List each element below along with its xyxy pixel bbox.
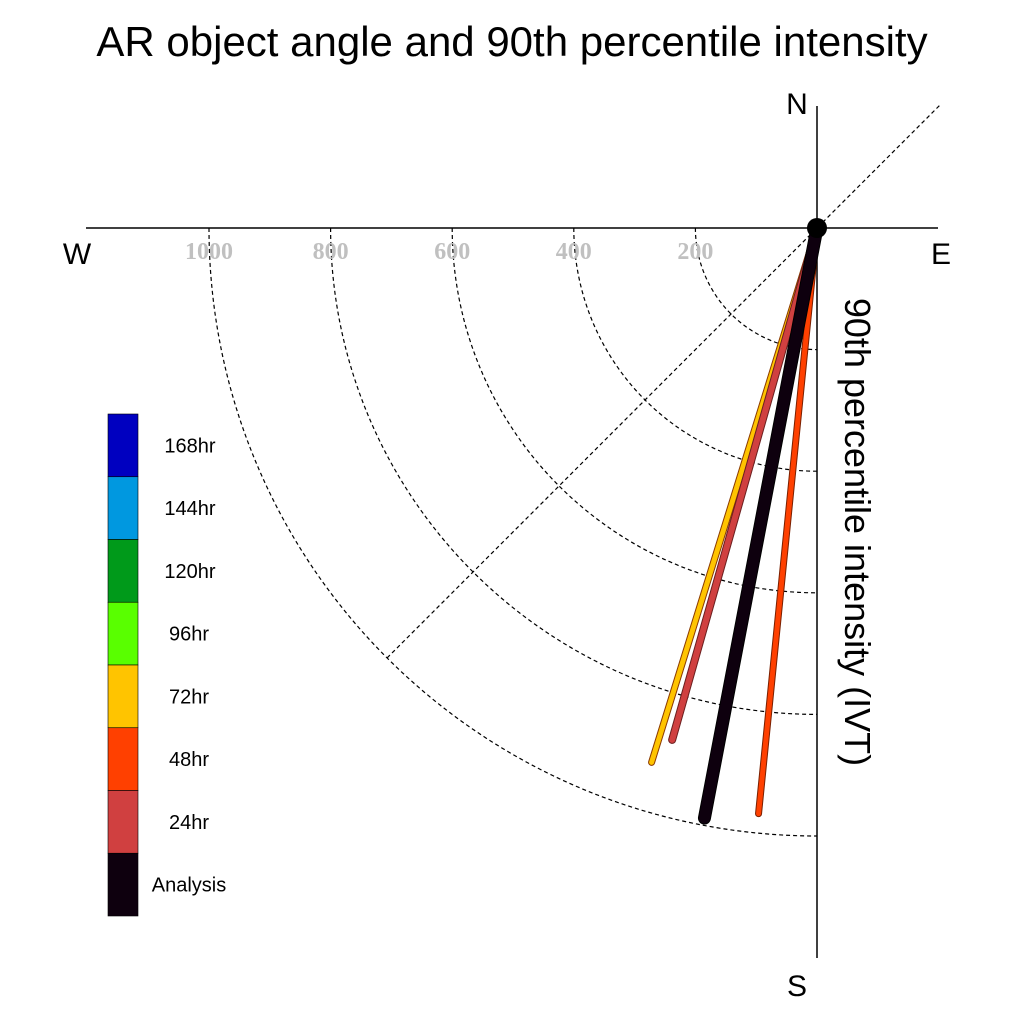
origin-point xyxy=(807,218,827,238)
vector-line-3 xyxy=(698,222,823,824)
grid xyxy=(208,104,941,837)
legend-label-5: 48hr xyxy=(169,749,209,771)
compass-north-label: N xyxy=(786,88,808,121)
legend-label-4: 72hr xyxy=(169,686,209,708)
legend-label-1: 144hr xyxy=(164,498,215,520)
ring-label-2: 600 xyxy=(434,239,470,265)
legend-swatch-0 xyxy=(107,413,139,478)
legend-swatch-1 xyxy=(107,476,139,540)
legend: 168hr 144hr 120hr 96hr 72hr 48hr 24hr Analysis xyxy=(107,413,226,917)
vector-48hr xyxy=(755,224,821,818)
legend-swatch-7 xyxy=(107,852,139,917)
legend-label-7: Analysis xyxy=(152,875,226,897)
legend-swatch-6 xyxy=(107,790,139,854)
legend-label-2: 120hr xyxy=(164,561,215,583)
ring-label-1: 400 xyxy=(556,239,592,265)
ring-labels: 200 400 600 800 1000 xyxy=(185,239,713,265)
legend-swatch-3 xyxy=(107,601,139,666)
vector-analysis xyxy=(697,221,824,825)
compass-west-label: W xyxy=(63,238,92,271)
vector-line-1 xyxy=(669,225,820,743)
vector-24hr xyxy=(668,224,821,744)
compass-east-label: E xyxy=(931,238,951,271)
ring-label-3: 800 xyxy=(313,239,349,265)
chart-title: AR object angle and 90th percentile inte… xyxy=(96,18,927,65)
ring-label-4: 1000 xyxy=(185,239,233,265)
compass-south-label: S xyxy=(787,970,807,1003)
legend-swatch-2 xyxy=(107,539,139,603)
legend-label-0: 168hr xyxy=(164,435,215,457)
range-ring-2 xyxy=(451,227,818,594)
legend-swatch-5 xyxy=(107,727,139,791)
diagonal-guide xyxy=(386,104,941,659)
ring-label-0: 200 xyxy=(677,239,713,265)
legend-label-6: 24hr xyxy=(169,812,209,834)
legend-swatch-4 xyxy=(107,664,139,729)
legend-label-3: 96hr xyxy=(169,624,209,646)
vector-series xyxy=(648,221,824,825)
radial-axis-label: 90th percentile intensity (IVT) xyxy=(837,298,878,766)
vector-line-2 xyxy=(756,225,820,817)
